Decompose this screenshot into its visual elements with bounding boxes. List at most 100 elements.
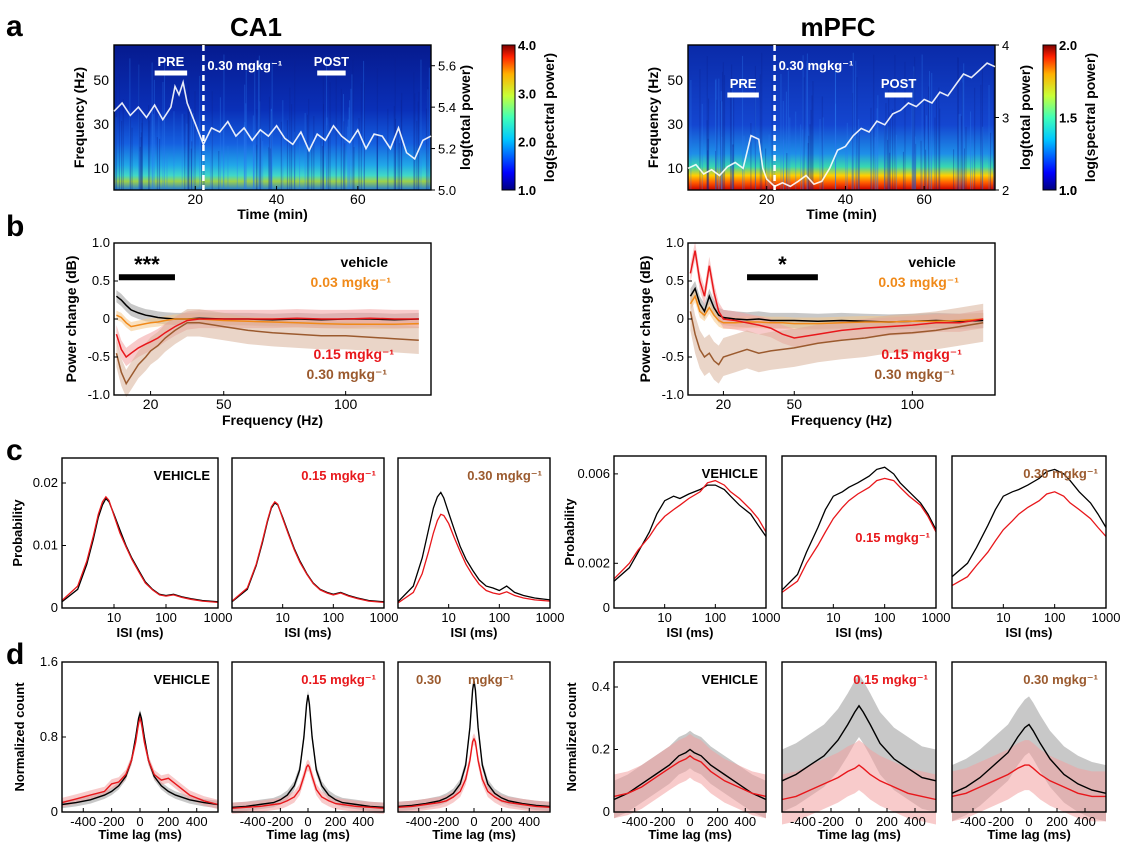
y-tick-label: 0.006 (577, 466, 610, 481)
y2-tick-label: 3 (1002, 111, 1009, 126)
x-tick-label: 100 (874, 610, 896, 625)
x-tick-label: 0 (1025, 814, 1032, 829)
x-axis-label: Frequency (Hz) (222, 412, 323, 428)
xcorr-d1: -400 -200 0 200 400 0 0.8 1.6 Time lag (ms) Norma… (12, 654, 219, 842)
x-axis-label: Frequency (Hz) (791, 412, 892, 428)
colorbar-tick-label: 2.0 (1059, 38, 1077, 53)
series-line (781, 764, 937, 801)
series-line (61, 715, 219, 806)
series-line (951, 468, 1107, 578)
plot-frame (113, 44, 432, 191)
x-tick-label: 20 (759, 191, 775, 207)
y2-tick-label: 4 (1002, 38, 1009, 53)
significance-label: * (778, 252, 787, 277)
x-tick-label: 100 (1044, 610, 1066, 625)
series-band (614, 733, 766, 819)
x-tick-label: 60 (350, 191, 366, 207)
panel-condition-label: 0.15 mgkg⁻¹ (301, 468, 376, 483)
series-line (781, 477, 937, 593)
power-change-b_mpfc: * vehicle 0.03 mgkg⁻¹ 0.15 mgkg⁻¹ 0.30 mgkg⁻… (637, 235, 996, 428)
x-tick-label: 400 (904, 814, 926, 829)
series-band (62, 713, 218, 810)
series-band (952, 740, 1106, 822)
y-tick-label: 50 (93, 72, 109, 88)
y-tick-label: 30 (93, 116, 109, 132)
isi-c4: 10 100 1000 0 0.002 0.006 ISI (ms) Probability V… (562, 455, 780, 640)
series-line (231, 500, 385, 604)
x-tick-label: 1000 (922, 610, 951, 625)
spectrogram-a_ca1: 0.30 mgkg⁻¹ PRE POST 20 40 60 10 30 50 5.0 5.2 5.4 5… (71, 38, 557, 222)
y-tick-label: 0 (51, 804, 58, 819)
series-line (613, 484, 767, 582)
series-line (951, 764, 1106, 798)
y-tick-label: 30 (667, 116, 683, 132)
series-band (690, 292, 984, 384)
x-tick-label: 10 (996, 610, 1010, 625)
x-axis-label: ISI (ms) (451, 625, 498, 640)
x-axis-label: Time (min) (806, 206, 877, 222)
series-band (782, 740, 936, 825)
series-line (61, 497, 219, 603)
panel-condition-label: VEHICLE (154, 672, 211, 687)
series-line (613, 748, 767, 801)
x-tick-label: 200 (491, 814, 513, 829)
y-tick-label: 0.2 (592, 742, 610, 757)
x-tick-label: 200 (1046, 814, 1068, 829)
x-tick-label: 40 (269, 191, 285, 207)
y-axis-label: Normalized count (12, 682, 27, 792)
series-line (61, 495, 219, 604)
y-tick-label: 0.5 (666, 273, 684, 288)
spectrogram-image (114, 45, 431, 190)
x-axis-label: Time (min) (237, 206, 308, 222)
y-axis-label: Probability (562, 498, 577, 566)
x-tick-label: -200 (818, 814, 844, 829)
series-line (231, 763, 385, 809)
x-axis-label: ISI (ms) (117, 625, 164, 640)
series-line (397, 737, 551, 808)
x-tick-label: 1000 (536, 610, 565, 625)
colorbar-label: log(spectral power) (541, 53, 557, 182)
y-tick-label: -1.0 (88, 387, 110, 402)
panel-condition-label: 0.15 mgkg⁻¹ (855, 530, 930, 545)
x-tick-label: 400 (186, 814, 208, 829)
series-line (951, 723, 1107, 794)
spectrogram-a_mpfc: 0.30 mgkg⁻¹ PRE POST 20 40 60 10 30 50 2 3 4 Time (m… (645, 38, 1098, 222)
panel-condition-label: 0.30 mgkg⁻¹ (1023, 466, 1098, 481)
plot-frame (397, 457, 551, 609)
legend-vehicle: vehicle (908, 254, 956, 270)
y-tick-label: 0.8 (40, 729, 58, 744)
panel-condition-label: 0.15 mgkg⁻¹ (301, 672, 376, 687)
x-tick-label: 100 (704, 610, 726, 625)
x-tick-label: 10 (107, 610, 121, 625)
x-tick-label: -200 (267, 814, 293, 829)
y-axis-label: Power change (dB) (637, 256, 653, 383)
y-tick-label: -0.5 (662, 349, 684, 364)
y-tick-label: 0.4 (592, 679, 610, 694)
x-tick-label: 40 (838, 191, 854, 207)
x-tick-label: 10 (441, 610, 455, 625)
colorbar-label: log(spectral power) (1082, 53, 1098, 182)
x-tick-label: 0 (855, 814, 862, 829)
series-line (231, 694, 385, 808)
xcorr-d4: -400 -200 0 200 400 0 0.2 0.4 Time lag (ms) Norma… (564, 661, 767, 842)
series-band (116, 309, 419, 398)
y-tick-label: 0 (603, 600, 610, 615)
x-tick-label: 400 (734, 814, 756, 829)
x-tick-label: 10 (275, 610, 289, 625)
y-tick-label: 0.01 (33, 538, 58, 553)
x-axis-label: ISI (ms) (836, 625, 883, 640)
x-tick-label: 400 (1074, 814, 1096, 829)
x-tick-label: 0 (136, 814, 143, 829)
total-power-trace (113, 79, 432, 161)
legend-003: 0.03 mgkg⁻¹ (878, 274, 959, 290)
x-tick-label: 50 (786, 396, 802, 412)
x-tick-label: -400 (622, 814, 648, 829)
isi-c6: 10 100 1000 ISI (ms) 0.30 mgkg⁻¹ (951, 455, 1120, 640)
series-line (689, 250, 984, 339)
x-tick-label: -200 (649, 814, 675, 829)
series-line (115, 322, 419, 386)
panel-label-b: b (6, 210, 24, 243)
series-line (397, 513, 551, 604)
x-axis-label: Time lag (ms) (266, 827, 350, 842)
